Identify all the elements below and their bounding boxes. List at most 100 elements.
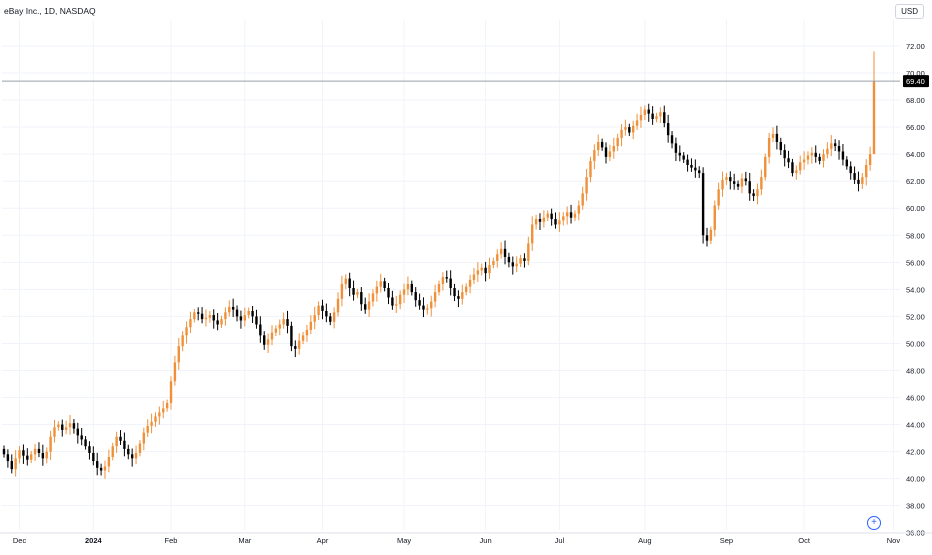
candle-body-up bbox=[608, 151, 612, 157]
candle-body-up bbox=[115, 436, 118, 447]
candle-body-up bbox=[756, 189, 759, 197]
candle-body-down bbox=[127, 448, 130, 455]
candle-body-down bbox=[231, 306, 235, 310]
candle-body-up bbox=[464, 286, 468, 293]
candles bbox=[2, 51, 876, 479]
candle-body-up bbox=[379, 281, 382, 287]
candle-body-down bbox=[321, 305, 324, 311]
price-axis[interactable]: 36.0038.0040.0042.0044.0046.0048.0050.00… bbox=[903, 42, 929, 538]
candle-body-down bbox=[414, 292, 417, 301]
candle-body-down bbox=[783, 150, 786, 159]
time-tick-label: Feb bbox=[165, 536, 178, 545]
currency-button[interactable]: USD bbox=[895, 4, 924, 19]
time-tick-label: Nov bbox=[887, 536, 901, 545]
candle-body-down bbox=[99, 467, 103, 471]
price-tick-label: 46.00 bbox=[906, 394, 925, 403]
candle-body-down bbox=[325, 310, 328, 317]
candle-body-up bbox=[542, 217, 546, 222]
candle-body-up bbox=[371, 293, 375, 302]
candle-body-down bbox=[196, 312, 200, 314]
candle-body-down bbox=[26, 455, 29, 460]
price-tick-label: 56.00 bbox=[906, 258, 925, 267]
candle-body-down bbox=[554, 219, 557, 225]
candle-body-down bbox=[263, 335, 266, 345]
candle-body-up bbox=[476, 270, 480, 275]
candle-body-up bbox=[297, 340, 301, 349]
price-tick-label: 38.00 bbox=[906, 502, 925, 511]
candle-body-down bbox=[604, 147, 608, 157]
candle-body-up bbox=[593, 150, 596, 161]
candle-body-down bbox=[732, 181, 736, 184]
candle-body-up bbox=[534, 219, 538, 225]
candle-body-down bbox=[752, 193, 755, 197]
candle-body-up bbox=[441, 277, 445, 284]
last-price-label: 69.40 bbox=[906, 77, 925, 86]
price-tick-label: 52.00 bbox=[906, 312, 925, 321]
last-price-label-box bbox=[903, 75, 929, 88]
candle-body-down bbox=[523, 258, 526, 261]
candle-body-down bbox=[410, 283, 414, 293]
candle-body-up bbox=[181, 335, 184, 347]
candle-body-down bbox=[80, 435, 83, 440]
candle-body-up bbox=[395, 304, 398, 306]
candle-body-down bbox=[216, 320, 219, 325]
candle-body-up bbox=[865, 164, 868, 178]
candle-body-up bbox=[826, 148, 829, 155]
candle-body-down bbox=[22, 450, 25, 456]
candle-body-up bbox=[57, 424, 60, 428]
candle-body-down bbox=[72, 423, 76, 429]
time-tick-label: Jul bbox=[555, 536, 565, 545]
candle-body-up bbox=[468, 279, 472, 287]
candle-body-up bbox=[740, 178, 744, 187]
time-tick-label: Mar bbox=[238, 536, 251, 545]
candle-body-down bbox=[383, 281, 386, 289]
candle-body-down bbox=[294, 346, 297, 349]
candle-body-down bbox=[678, 152, 682, 156]
time-axis[interactable]: Dec2024FebMarAprMayJunJulAugSepOctNovDec… bbox=[0, 532, 932, 545]
candle-body-down bbox=[775, 133, 779, 142]
candle-body-up bbox=[499, 248, 503, 255]
candle-body-up bbox=[406, 283, 410, 290]
candle-body-down bbox=[682, 155, 685, 160]
candle-body-up bbox=[830, 143, 833, 149]
candle-body-up bbox=[220, 319, 223, 325]
candle-body-up bbox=[760, 177, 763, 190]
candle-body-down bbox=[418, 300, 421, 306]
candle-body-down bbox=[391, 297, 394, 306]
candle-body-down bbox=[569, 212, 573, 218]
candle-body-up bbox=[336, 298, 340, 313]
candle-body-up bbox=[313, 315, 316, 322]
candle-body-up bbox=[33, 448, 37, 455]
candle-body-down bbox=[239, 316, 243, 321]
candle-body-up bbox=[301, 335, 305, 341]
candle-body-down bbox=[251, 310, 254, 317]
price-tick-label: 62.00 bbox=[906, 177, 925, 186]
candle-body-down bbox=[387, 288, 390, 298]
candle-body-down bbox=[360, 292, 363, 305]
price-tick-label: 72.00 bbox=[906, 42, 925, 51]
candle-body-up bbox=[717, 189, 720, 206]
candle-body-down bbox=[290, 325, 293, 347]
candle-body-down bbox=[538, 219, 542, 222]
candle-body-up bbox=[631, 125, 635, 133]
candle-body-down bbox=[92, 452, 95, 462]
price-tick-label: 50.00 bbox=[906, 339, 925, 348]
candle-body-down bbox=[853, 173, 856, 180]
candle-body-down bbox=[364, 304, 367, 310]
candle-body-up bbox=[565, 212, 569, 217]
time-tick-label: Apr bbox=[317, 536, 329, 545]
candle-body-up bbox=[165, 402, 169, 409]
price-tick-label: 64.00 bbox=[906, 150, 925, 159]
candle-body-down bbox=[628, 127, 631, 133]
add-indicator-icon[interactable]: + bbox=[867, 516, 881, 530]
candle-body-up bbox=[367, 301, 371, 310]
candle-body-up bbox=[193, 312, 196, 320]
candle-body-down bbox=[484, 267, 487, 274]
candle-body-up bbox=[767, 137, 771, 157]
candle-body-up bbox=[802, 159, 806, 163]
candle-body-up bbox=[49, 436, 52, 452]
candle-body-down bbox=[849, 166, 852, 174]
candle-body-down bbox=[352, 288, 355, 295]
